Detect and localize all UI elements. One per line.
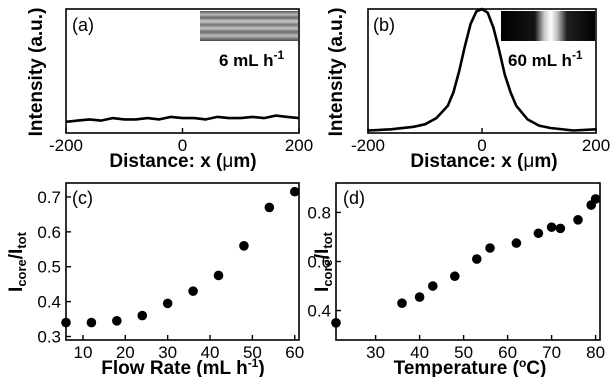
y-tick-label: 0.3: [37, 328, 61, 347]
x-tick-label: 10: [73, 343, 92, 362]
data-point: [414, 292, 425, 302]
panel-a-inset-image: [200, 11, 298, 41]
x-tick-label: -200: [351, 136, 385, 155]
y-tick-label: 0.6: [307, 253, 331, 272]
data-point: [546, 222, 557, 232]
x-tick-label: 50: [243, 343, 262, 362]
data-point: [331, 318, 341, 328]
panel-a-ylabel: Intensity (a.u.): [26, 8, 47, 137]
y-tick-label: 0.4: [307, 302, 331, 321]
panel-d: (d) Icore/Itot Temperature (oC) 30 40 50 60…: [307, 182, 605, 377]
panel-c-xlabel: Flow Rate (mL h-1): [101, 356, 264, 377]
data-point: [86, 317, 97, 328]
data-point: [590, 194, 601, 204]
y-tick-label: 0.7: [37, 188, 61, 207]
data-point: [397, 298, 407, 309]
x-tick-label: 60: [498, 343, 517, 362]
x-tick-label: 60: [285, 343, 304, 362]
panel-b-label: (b): [373, 15, 395, 35]
y-tick-label: 0.5: [37, 258, 61, 277]
x-tick-label: -200: [49, 136, 83, 155]
panel-b-xlabel: Distance: x (μm): [410, 151, 557, 172]
data-point: [162, 298, 173, 309]
panel-d-xlabel: Temperature (oC): [394, 356, 547, 377]
panel-c-points: [61, 186, 300, 328]
panel-a-label: (a): [72, 15, 94, 35]
data-point: [472, 254, 482, 264]
panel-b-ylabel: Intensity (a.u.): [326, 8, 347, 137]
panel-b-inset-label: 60 mL h-1: [508, 48, 583, 70]
panel-d-points: [331, 194, 601, 328]
panel-d-ylabel: Icore/Itot: [312, 231, 335, 292]
x-tick-label: 80: [586, 343, 605, 362]
data-point: [61, 317, 71, 328]
x-tick-label: 0: [477, 136, 486, 155]
panel-b-inset-image: [501, 11, 595, 41]
panel-a: (a) 6 mL h-1 Intensity (a.u.) Distance: …: [26, 8, 313, 172]
panel-c-frame: [65, 182, 300, 341]
x-tick-label: 0: [178, 136, 187, 155]
y-tick-label: 0.4: [37, 293, 61, 312]
panel-b-ticks: -200 0 200: [351, 128, 610, 155]
data-point: [555, 223, 566, 234]
panel-d-label: (d): [343, 188, 365, 208]
y-tick-label: 0.6: [37, 223, 61, 242]
panel-c-label: (c): [72, 188, 93, 208]
panel-b-curve: [367, 7, 597, 132]
data-point: [188, 286, 198, 296]
data-point: [137, 310, 148, 321]
x-tick-label: 30: [158, 343, 177, 362]
panel-a-curve: [65, 114, 300, 124]
x-tick-label: 40: [410, 343, 429, 362]
data-point: [573, 214, 583, 225]
panel-d-ticks: 30 40 50 60 70 80 0.4 0.6 0.8: [307, 203, 605, 362]
data-point: [485, 243, 495, 253]
panel-a-xlabel: Distance: x (μm): [109, 151, 256, 172]
data-point: [533, 228, 544, 239]
panel-b: (b) 60 mL h-1 Intensity (a.u.) Distance:…: [326, 8, 610, 172]
data-point: [289, 186, 300, 197]
panel-a-ticks: -200 0 200: [49, 128, 313, 155]
data-point: [112, 316, 122, 326]
panel-c-ylabel: Icore/Itot: [6, 231, 29, 292]
y-tick-label: 0.8: [307, 203, 331, 222]
data-point: [450, 271, 460, 282]
panel-c-ticks: 10 20 30 40 50 60 0.3 0.4 0.5 0.6 0.7: [37, 188, 304, 362]
x-tick-label: 50: [454, 343, 473, 362]
x-tick-label: 30: [366, 343, 385, 362]
data-point: [213, 270, 224, 281]
data-point: [511, 238, 522, 248]
data-point: [239, 241, 249, 251]
x-tick-label: 70: [542, 343, 561, 362]
x-tick-label: 20: [116, 343, 135, 362]
x-tick-label: 200: [285, 136, 313, 155]
panel-a-inset-label: 6 mL h-1: [219, 48, 284, 70]
data-point: [428, 281, 438, 291]
x-tick-label: 40: [201, 343, 220, 362]
panel-c: (c) Icore/Itot Flow Rate (mL h-1) 10 20 30…: [6, 182, 304, 377]
x-tick-label: 200: [582, 136, 610, 155]
data-point: [264, 202, 275, 213]
panel-d-frame: [335, 182, 601, 341]
